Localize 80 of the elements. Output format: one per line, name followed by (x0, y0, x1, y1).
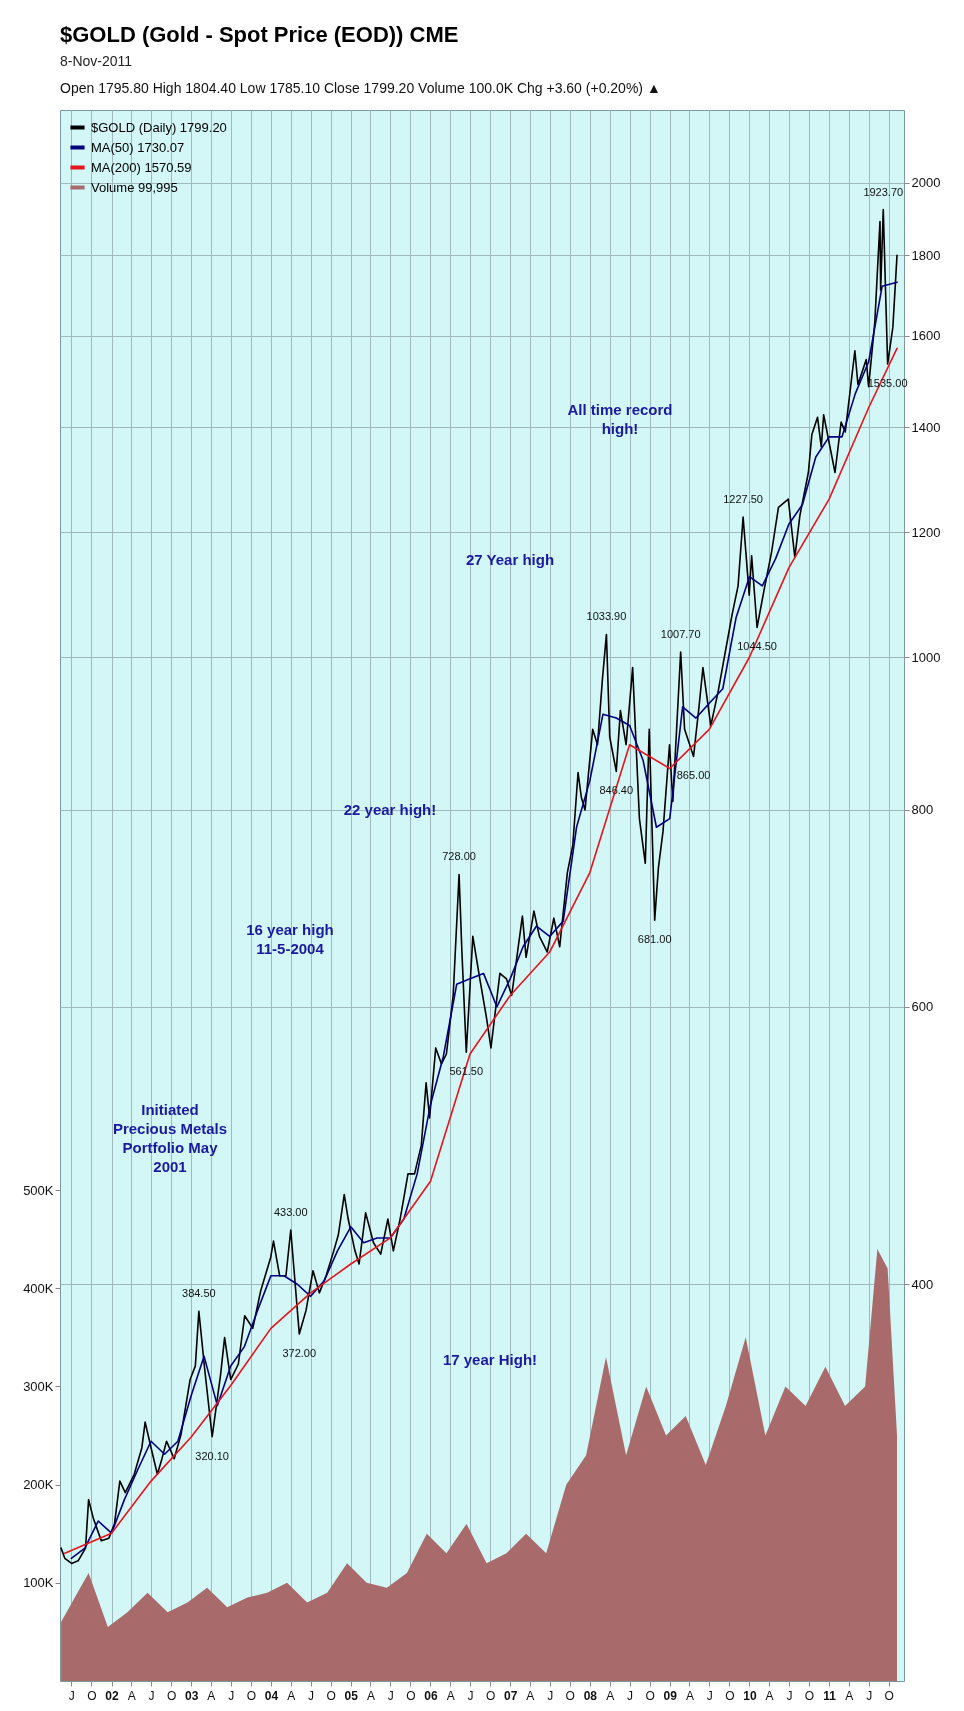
y2-tick-label: 2000 (911, 175, 941, 191)
x-tick-label: A (765, 1688, 774, 1703)
y-tick-label: 300K (23, 1378, 54, 1394)
x-tick-label: A (366, 1688, 375, 1703)
data-label: 865.00 (676, 769, 711, 782)
data-label: 1923.70 (863, 185, 904, 198)
x-tick-label: A (287, 1688, 296, 1703)
annotation: All time record high! (567, 401, 673, 437)
data-label: 372.00 (282, 1346, 317, 1359)
x-tick-label: J (467, 1688, 474, 1703)
data-label: 728.00 (442, 850, 476, 863)
x-tick-label: O (485, 1688, 496, 1703)
x-tick-label: J (148, 1688, 155, 1703)
x-tick-label: O (645, 1688, 655, 1703)
x-tick-label: A (845, 1688, 854, 1703)
x-tick-label: 06 (424, 1688, 438, 1703)
x-tick-label: O (725, 1688, 735, 1703)
data-label: 320.10 (195, 1449, 229, 1462)
annotation: 22 year high! (343, 801, 437, 818)
x-tick-label: J (786, 1688, 793, 1703)
x-tick-label: J (308, 1688, 315, 1703)
annotation: 17 year High! (442, 1351, 538, 1368)
chart-title: $GOLD (Gold - Spot Price (EOD)) CME (60, 22, 459, 47)
x-tick-label: 02 (105, 1688, 120, 1703)
x-tick-label: O (884, 1688, 894, 1703)
x-tick-label: J (228, 1688, 235, 1703)
data-label: 433.00 (273, 1206, 308, 1218)
x-tick-label: A (446, 1688, 455, 1703)
x-tick-label: O (87, 1688, 97, 1703)
data-label: 384.50 (182, 1287, 216, 1300)
x-tick-label: A (526, 1688, 535, 1703)
x-tick-label: 10 (743, 1688, 757, 1703)
legend-label: Volume 99,995 (91, 179, 178, 195)
annotation: 27 Year high (465, 551, 555, 568)
y-tick-label: 500K (23, 1182, 54, 1198)
x-tick-label: J (627, 1688, 634, 1703)
x-tick-label: J (387, 1688, 394, 1703)
y-tick-label: 400K (23, 1280, 54, 1296)
chart-subtitle: 8-Nov-2011 (60, 53, 133, 69)
x-tick-label: A (207, 1688, 216, 1703)
x-tick-label: A (127, 1688, 136, 1703)
data-label: 1227.50 (723, 492, 763, 505)
y2-tick-label: 1400 (911, 419, 941, 435)
x-tick-label: 04 (264, 1688, 279, 1703)
x-tick-label: 03 (185, 1688, 199, 1703)
y2-tick-label: 1000 (911, 649, 941, 665)
y2-tick-label: 1200 (911, 524, 941, 540)
x-tick-label: J (706, 1688, 713, 1703)
x-tick-label: A (685, 1688, 694, 1703)
annotation: Initiated Precious Metals Portfolio May 2001 (112, 1101, 228, 1175)
legend-label: $GOLD (Daily) 1799.20 (91, 119, 227, 135)
x-tick-label: 09 (663, 1688, 678, 1703)
x-tick-label: O (246, 1688, 256, 1703)
legend-label: MA(200) 1570.59 (91, 159, 192, 175)
y2-tick-label: 1800 (911, 247, 941, 263)
y2-tick-label: 800 (911, 802, 934, 818)
x-tick-label: J (68, 1688, 75, 1703)
y2-tick-label: 600 (911, 999, 934, 1015)
x-tick-label: O (326, 1688, 336, 1703)
y2-tick-label: 1600 (911, 328, 941, 344)
x-tick-label: 11 (823, 1688, 837, 1703)
legend-label: MA(50) 1730.07 (91, 139, 185, 155)
x-tick-label: O (406, 1688, 416, 1703)
x-tick-label: O (565, 1688, 575, 1703)
y2-tick-label: 400 (911, 1276, 934, 1292)
data-label: 681.00 (637, 933, 672, 946)
x-tick-label: O (166, 1688, 177, 1703)
x-tick-label: J (866, 1688, 873, 1703)
x-tick-label: 07 (503, 1688, 518, 1703)
x-tick-label: J (547, 1688, 554, 1703)
data-label: 1007.70 (660, 628, 701, 640)
data-label: 1033.90 (586, 610, 627, 623)
y-tick-label: 200K (23, 1477, 54, 1493)
y-tick-label: 100K (23, 1575, 54, 1591)
x-tick-label: 08 (583, 1688, 598, 1703)
text: Open 1795.80 High 1804.40 Low 1785.10 Close 1799.20 Volume 100.0K Chg +3.60 (+0.20%) ▲ (60, 80, 661, 96)
x-tick-label: O (804, 1688, 815, 1703)
annotation: 16 year high 11-5-2004 (246, 921, 334, 957)
x-tick-label: 05 (344, 1688, 359, 1703)
x-tick-label: A (606, 1688, 615, 1703)
